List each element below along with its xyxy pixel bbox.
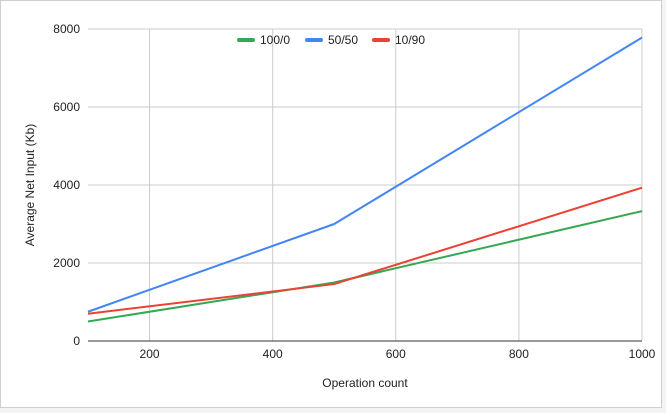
y-axis: 0 2000 4000 6000 8000: [53, 22, 80, 348]
series-line-10-90: [87, 186, 643, 315]
y-tick-label: 0: [73, 334, 80, 348]
series-line-50-50: [87, 36, 643, 313]
series-line-100-0: [87, 210, 643, 323]
legend-label: 100/0: [260, 33, 290, 47]
y-tick-label: 8000: [53, 22, 80, 36]
x-tick-label: 1000: [629, 347, 656, 361]
x-tick-label: 800: [509, 347, 529, 361]
grid-layer: [88, 28, 643, 342]
x-axis-title: Operation count: [322, 376, 408, 390]
x-tick-label: 200: [140, 347, 160, 361]
legend-label: 10/90: [395, 33, 425, 47]
y-tick-label: 4000: [53, 178, 80, 192]
legend-label: 50/50: [328, 33, 358, 47]
x-tick-label: 600: [386, 347, 406, 361]
x-tick-label: 400: [263, 347, 283, 361]
x-axis: 200 400 600 800 1000: [140, 347, 656, 361]
y-tick-label: 2000: [53, 256, 80, 270]
series-layer: [87, 36, 643, 323]
legend: 100/0 50/50 10/90: [237, 33, 425, 47]
y-tick-label: 6000: [53, 100, 80, 114]
y-axis-title: Average Net Input (Kb): [23, 124, 37, 247]
